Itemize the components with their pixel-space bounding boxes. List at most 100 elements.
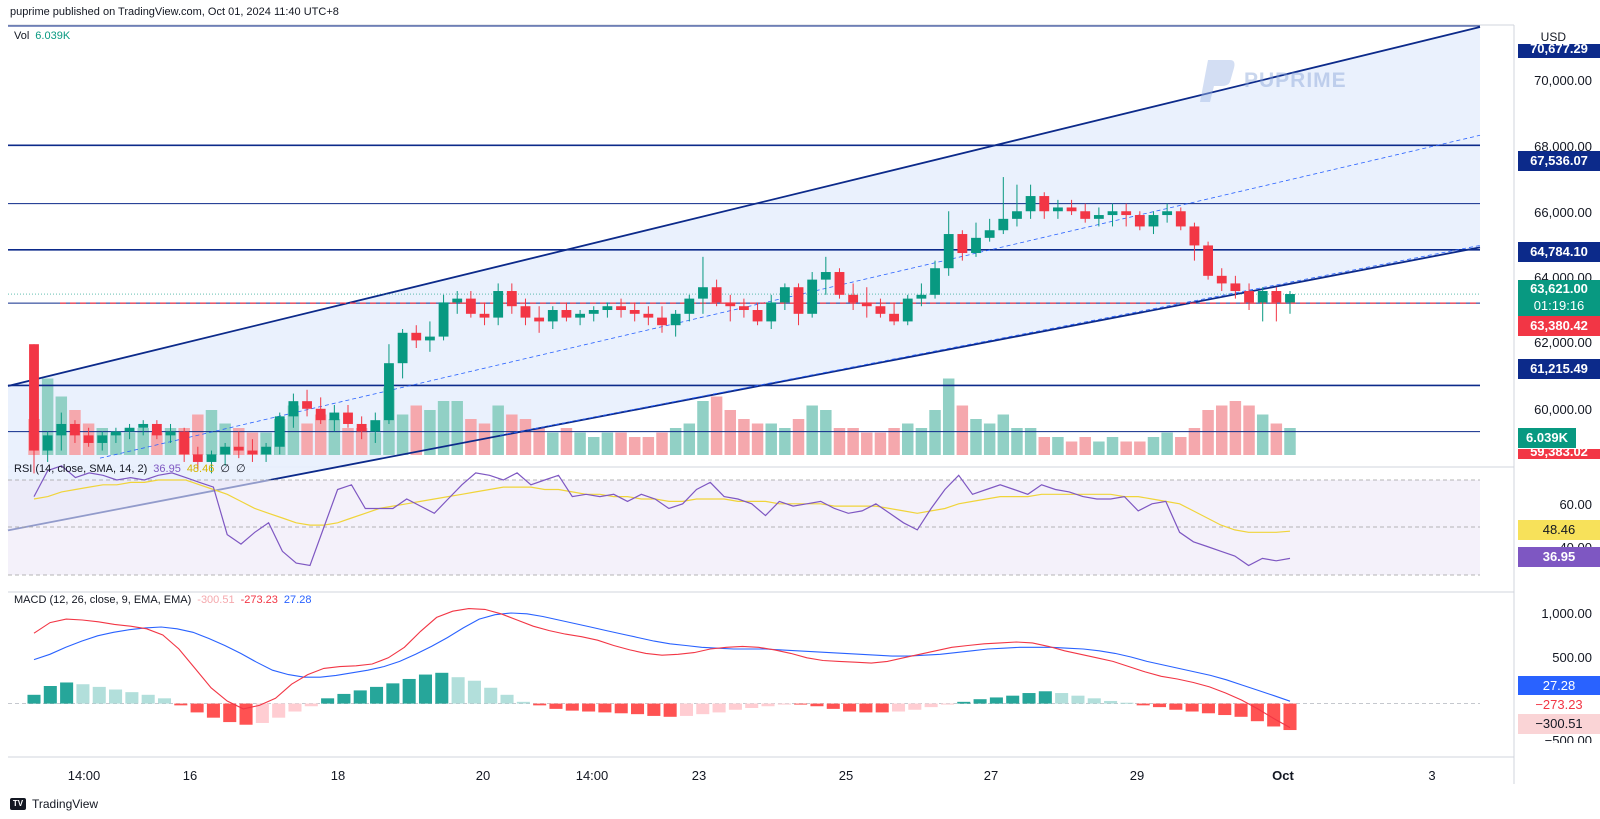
rsi-legend-empty-1: ∅ (220, 463, 230, 475)
macd-histogram-bar (141, 694, 155, 704)
volume-bar (697, 401, 709, 455)
rsi-legend-sma: 48.46 (186, 463, 215, 475)
macd-histogram-bar (957, 701, 971, 704)
candle-body (124, 427, 135, 432)
macd-histogram-bar (533, 703, 547, 706)
rsi-sma-tag: 48.46 (1518, 520, 1600, 540)
volume-legend[interactable]: Vol 6.039K (14, 30, 76, 42)
macd-histogram-bar (728, 703, 742, 710)
volume-bar (492, 405, 504, 455)
volume-bar (929, 410, 941, 455)
volume-bar (1243, 405, 1255, 455)
volume-bar (301, 423, 313, 455)
macd-legend-hist: -300.51 (197, 594, 235, 606)
candle-body (575, 313, 586, 318)
macd-histogram-bar (1038, 691, 1052, 704)
current-price-tag: 63,621.00 01:19:16 (1518, 280, 1600, 316)
candle-body (902, 298, 913, 322)
macd-histogram-bar (1087, 698, 1101, 704)
candle-body (1121, 211, 1132, 216)
macd-histogram-bar (1234, 703, 1248, 717)
macd-histogram-bar (60, 682, 74, 704)
volume-bar (451, 401, 463, 455)
currency-label[interactable]: USD (1540, 30, 1566, 44)
macd-histogram-bar (924, 703, 938, 708)
x-label-29: 29 (1129, 768, 1145, 783)
volume-bar (997, 414, 1010, 455)
macd-legend[interactable]: MACD (12, 26, close, 9, EMA, EMA) -300.51… (14, 594, 317, 606)
volume-bar (1106, 437, 1119, 455)
volume-bar (628, 437, 641, 455)
volume-bar (615, 432, 627, 455)
macd-hist-tag: −300.51 (1518, 714, 1600, 734)
macd-histogram-bar (1152, 703, 1167, 708)
y-tick-60000: 60,000.00 (1534, 402, 1592, 417)
candle-body (1134, 215, 1145, 227)
volume-bar (192, 414, 204, 455)
candle-body (165, 431, 176, 436)
candle-body (1093, 215, 1104, 219)
candle-body (1080, 211, 1091, 219)
macd-tick-500: 500.00 (1552, 650, 1592, 665)
candle-body (520, 306, 531, 318)
macd-legend-name: MACD (12, 26, close, 9, EMA, EMA) (14, 594, 192, 606)
candle-body (29, 344, 39, 451)
macd-histogram-bar (190, 703, 204, 713)
macd-histogram-bar (304, 703, 318, 707)
volume-legend-name: Vol (14, 30, 30, 42)
volume-legend-value: 6.039K (35, 30, 71, 42)
volume-bar (942, 378, 955, 455)
candle-body (384, 363, 394, 421)
volume-bar (1202, 410, 1214, 455)
candle-body (192, 454, 203, 462)
volume-bar (792, 419, 805, 455)
y-tick-68000: 68,000.00 (1534, 139, 1592, 154)
rsi-legend-name: RSI (14, close, SMA, 14, 2) (14, 463, 148, 475)
candle-body (861, 302, 872, 307)
volume-bar (1065, 441, 1078, 455)
price-tag-64784: 64,784.10 (1518, 242, 1600, 262)
candle-body (561, 310, 572, 318)
macd-histogram-bar (402, 678, 416, 704)
volume-tag: 6.039K (1518, 428, 1576, 448)
candle-body (738, 306, 749, 311)
macd-histogram-bar (1250, 703, 1264, 722)
rsi-legend[interactable]: RSI (14, close, SMA, 14, 2) 36.95 48.46 ∅ ∅ (14, 462, 252, 475)
volume-bar (738, 419, 750, 455)
macd-signal-line (33, 612, 1291, 702)
macd-histogram-bar (843, 703, 857, 712)
macd-tick-1000: 1,000.00 (1541, 606, 1592, 621)
candle-body (616, 306, 626, 311)
candle-body (1162, 211, 1173, 216)
candle-body (356, 423, 367, 432)
candle-body (151, 423, 162, 436)
macd-histogram-bar (500, 694, 514, 704)
macd-histogram-bar (451, 677, 465, 704)
macd-histogram-bar (1104, 700, 1118, 704)
candle-body (889, 313, 900, 322)
tradingview-footer[interactable]: TV TradingView (10, 797, 98, 811)
volume-bar (369, 432, 382, 455)
macd-histogram-bar (1136, 703, 1150, 706)
volume-bar (1093, 441, 1105, 455)
candle-body (588, 310, 599, 314)
candle-body (56, 423, 67, 436)
volume-bar (765, 423, 777, 455)
candle-body (957, 234, 968, 254)
candle-body (233, 446, 244, 451)
volume-bar (669, 428, 682, 455)
candle-body (1025, 196, 1036, 212)
volume-bar (1038, 437, 1050, 455)
candle-body (875, 306, 886, 314)
price-tag-63380: 63,380.42 (1518, 316, 1600, 336)
candle-body (1244, 291, 1254, 303)
bar-countdown: 01:19:16 (1533, 298, 1585, 313)
candle-body (247, 450, 258, 455)
macd-histogram-bar (125, 692, 139, 704)
macd-histogram-bar (516, 701, 530, 704)
volume-bar (41, 378, 54, 455)
volume-bar (915, 428, 928, 455)
macd-histogram-bar (288, 703, 302, 712)
macd-legend-signal: 27.28 (283, 594, 312, 606)
